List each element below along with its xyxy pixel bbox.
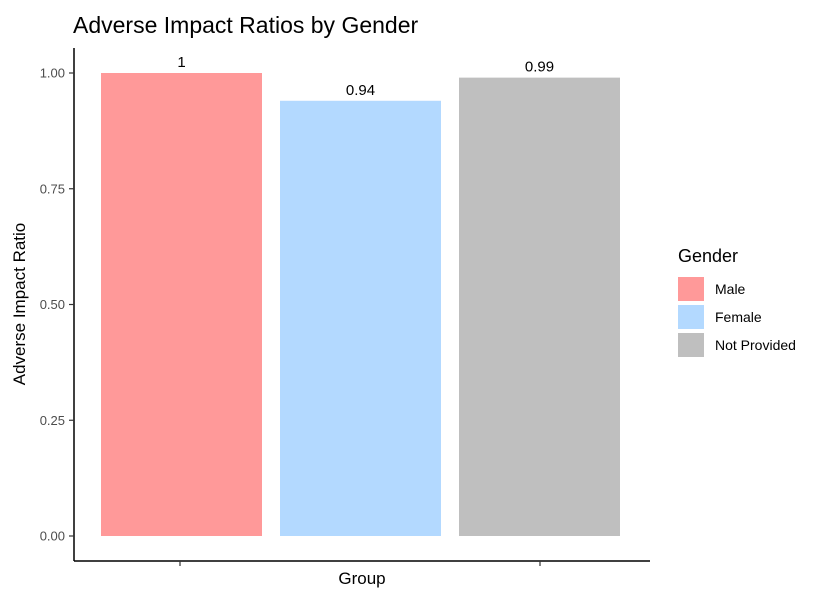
y-axis-label: Adverse Impact Ratio xyxy=(10,223,29,386)
data-label: 1 xyxy=(177,54,185,71)
y-tick-label: 0.25 xyxy=(40,413,65,428)
bar-male xyxy=(101,73,262,536)
legend-key-swatch xyxy=(678,305,704,329)
chart-title: Adverse Impact Ratios by Gender xyxy=(73,12,419,38)
y-tick-label: 1.00 xyxy=(40,66,65,81)
legend-label: Not Provided xyxy=(715,337,796,353)
x-axis-label: Group xyxy=(338,569,385,588)
legend-item: Not Provided xyxy=(678,331,796,359)
bar-not-provided xyxy=(459,77,620,536)
legend-key-swatch xyxy=(678,333,704,357)
legend: Gender Male Female Not Provided xyxy=(678,246,796,359)
legend-label: Female xyxy=(715,309,762,325)
y-tick-label: 0.75 xyxy=(40,181,65,196)
data-label: 0.99 xyxy=(525,59,554,76)
data-label: 0.94 xyxy=(346,82,375,99)
legend-items: Male Female Not Provided xyxy=(678,275,796,359)
legend-key-swatch xyxy=(678,277,704,301)
y-tick-label: 0.00 xyxy=(40,529,65,544)
legend-item: Female xyxy=(678,303,796,331)
legend-title: Gender xyxy=(678,246,739,266)
bar-female xyxy=(280,100,441,536)
y-tick-label: 0.50 xyxy=(40,297,65,312)
legend-label: Male xyxy=(715,281,746,297)
legend-item: Male xyxy=(678,275,796,303)
